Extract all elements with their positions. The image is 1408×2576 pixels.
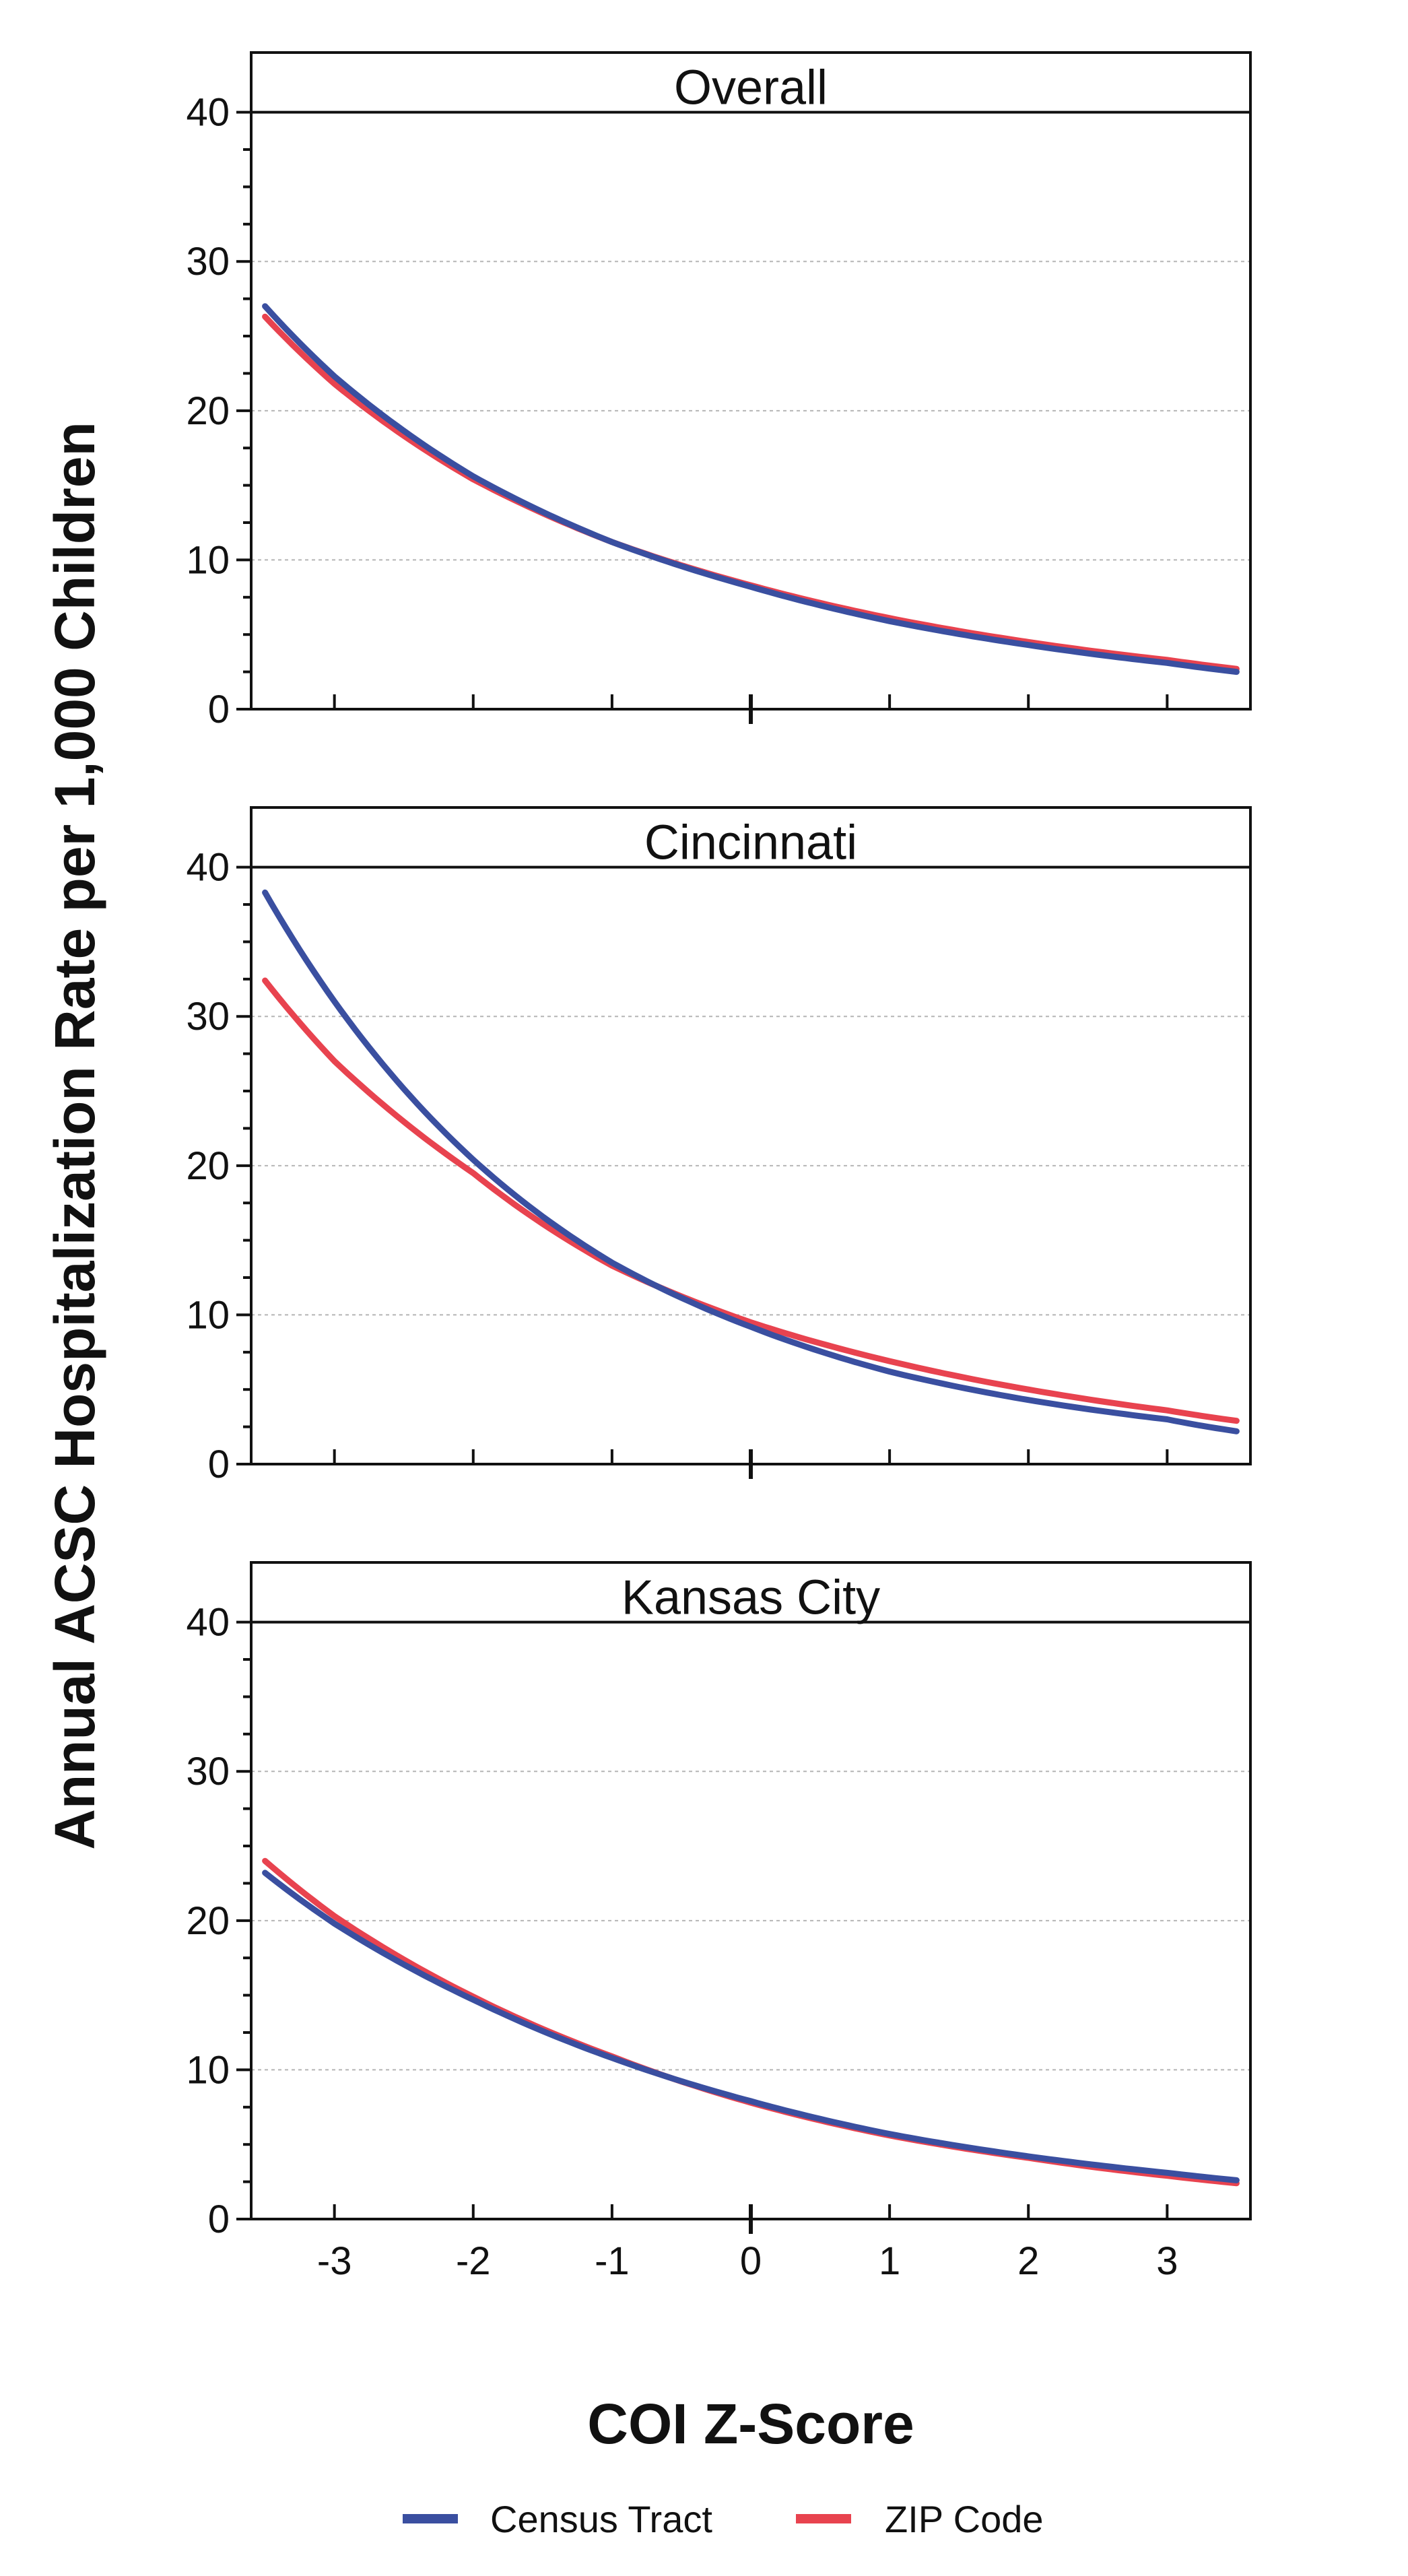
y-tick-label: 10: [186, 538, 230, 582]
x-tick-label: -2: [456, 2239, 491, 2283]
panel-title: Kansas City: [622, 1571, 880, 1625]
panel-title: Overall: [674, 61, 828, 115]
x-tick-label: -1: [595, 2239, 630, 2283]
x-axis-title: COI Z-Score: [587, 2392, 914, 2455]
y-tick-label: 30: [186, 240, 230, 284]
y-tick-label: 40: [186, 91, 230, 135]
legend-label-zip-code: ZIP Code: [885, 2498, 1044, 2540]
y-tick-label: 30: [186, 995, 230, 1038]
series-line-zip-code: [262, 313, 1240, 672]
panel-cincinnati: Cincinnati 0 10 20 30 40: [186, 806, 1252, 1486]
y-tick-label: 10: [186, 1293, 230, 1337]
x-tick-label: 2: [1017, 2239, 1039, 2283]
y-tick-label: 0: [208, 1443, 230, 1486]
y-tick-label: 0: [208, 688, 230, 731]
x-tick-label: 3: [1156, 2239, 1178, 2283]
panel-overall: Overall 0 10 20 30 40: [186, 51, 1252, 731]
x-tick-label: -3: [317, 2239, 352, 2283]
y-tick-label: 0: [208, 2198, 230, 2241]
panel-frame: [250, 806, 1252, 1465]
y-tick-label: 20: [186, 1144, 230, 1188]
panel-kansas-city: Kansas City 0 10 20 30 40 -3 -2 -1 0 1 2 3: [186, 1561, 1252, 2283]
y-tick-label: 10: [186, 2048, 230, 2092]
panel-title: Cincinnati: [644, 816, 857, 870]
panel-frame: [250, 51, 1252, 711]
y-tick-label: 30: [186, 1750, 230, 1793]
series-line-census-tract: [262, 1870, 1240, 2183]
x-tick-label: 1: [879, 2239, 900, 2283]
series-line-zip-code: [262, 977, 1240, 1424]
y-tick-label: 20: [186, 389, 230, 433]
y-tick-label: 40: [186, 846, 230, 890]
y-axis-title: Annual ACSC Hospitalization Rate per 1,0…: [43, 422, 106, 1850]
series-line-census-tract: [262, 889, 1240, 1434]
series-line-census-tract: [262, 303, 1240, 675]
x-tick-label: 0: [740, 2239, 762, 2283]
legend-label-census-tract: Census Tract: [490, 2498, 712, 2540]
legend: Census Tract ZIP Code: [403, 2498, 1044, 2540]
y-tick-label: 40: [186, 1601, 230, 1645]
panel-frame: [250, 1561, 1252, 2220]
y-tick-label: 20: [186, 1899, 230, 1943]
series-line-zip-code: [262, 1857, 1240, 2187]
